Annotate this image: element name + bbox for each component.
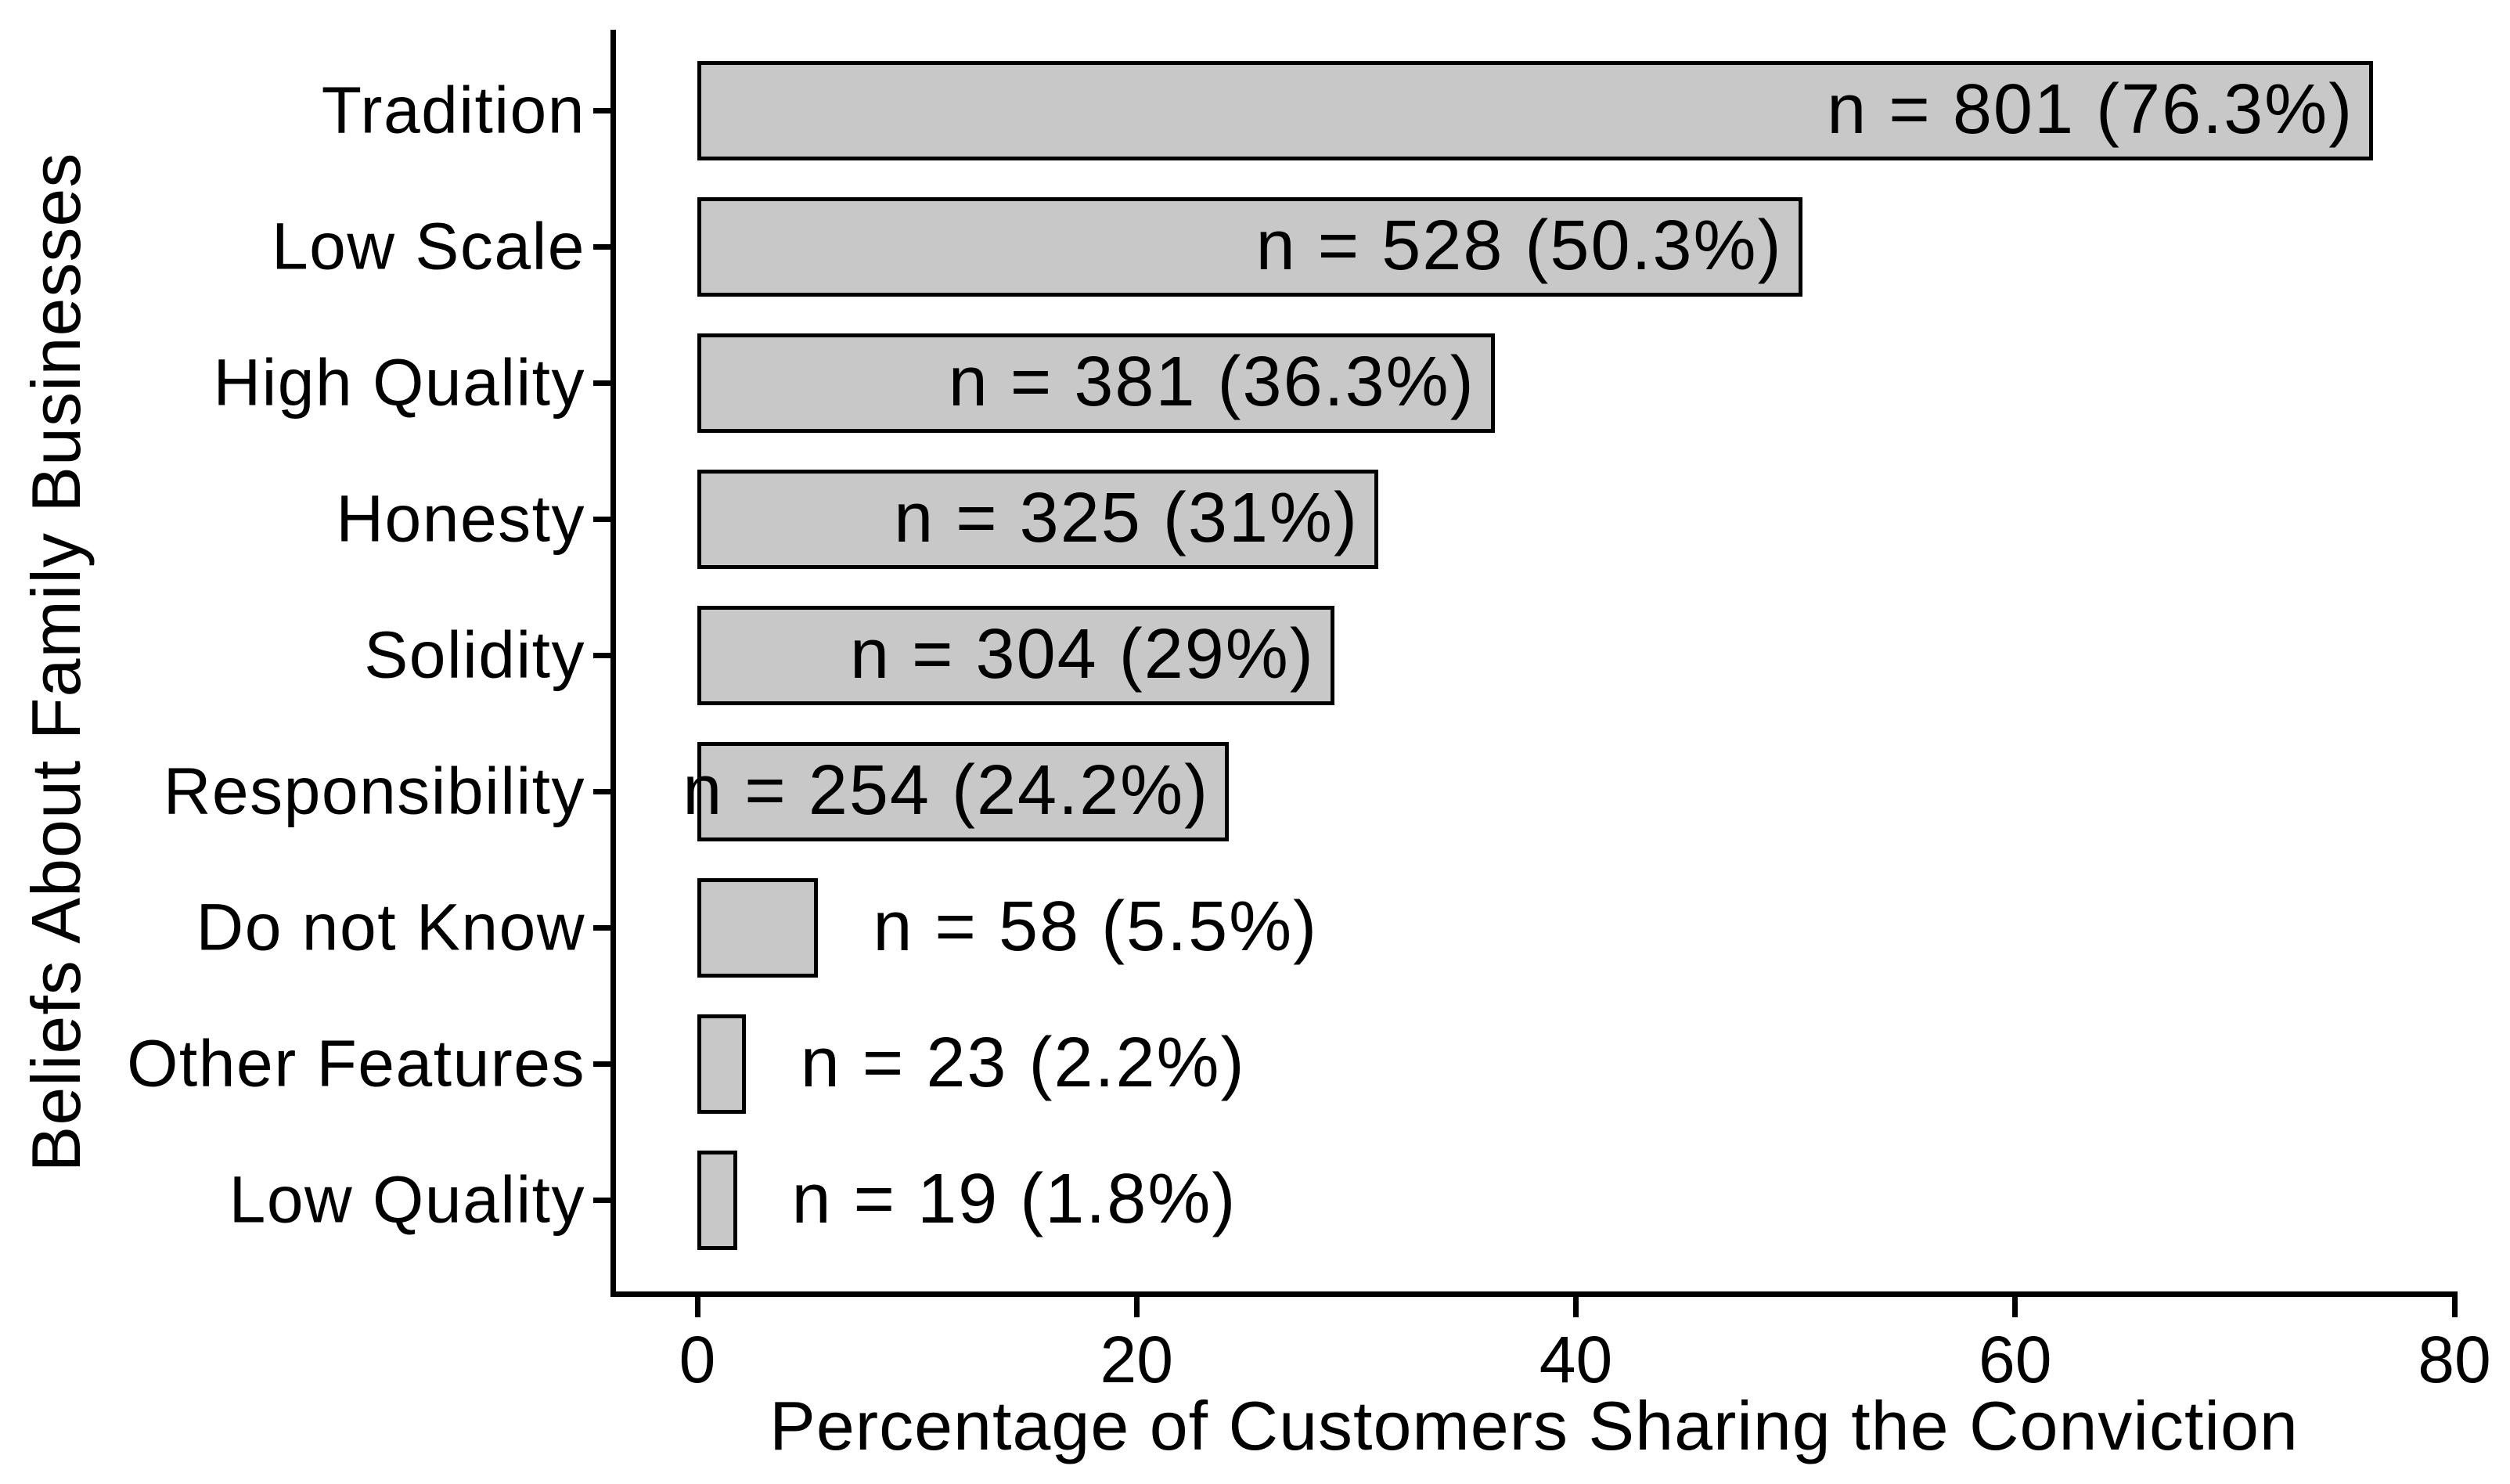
category-label: Solidity xyxy=(364,617,585,691)
bar-value-label: n = 23 (2.2%) xyxy=(800,1023,1246,1102)
bar xyxy=(697,606,1334,705)
bar-value-label: n = 528 (50.3%) xyxy=(1255,206,1783,285)
bar xyxy=(697,1014,746,1114)
bar-value-label: n = 19 (1.8%) xyxy=(791,1159,1237,1238)
y-tick-mark xyxy=(593,789,614,794)
y-tick-mark xyxy=(593,380,614,386)
bar-value-label: n = 254 (24.2%) xyxy=(682,751,1210,830)
x-tick-label: 20 xyxy=(1100,1323,1173,1396)
x-tick-mark xyxy=(1573,1297,1579,1317)
x-tick-mark xyxy=(2012,1297,2018,1317)
bar xyxy=(697,878,819,978)
bar-value-label: n = 58 (5.5%) xyxy=(873,887,1319,966)
x-tick-label: 80 xyxy=(2418,1323,2491,1396)
y-tick-mark xyxy=(593,244,614,250)
category-label: Other Features xyxy=(127,1025,585,1100)
category-label: Tradition xyxy=(321,72,585,146)
bar-value-label: n = 325 (31%) xyxy=(894,478,1359,557)
x-tick-label: 0 xyxy=(679,1323,716,1396)
y-axis-title: Beliefs About Family Businesses xyxy=(17,152,95,1172)
y-tick-mark xyxy=(593,517,614,522)
y-tick-mark xyxy=(593,1198,614,1203)
bar xyxy=(697,197,1802,297)
y-tick-mark xyxy=(593,653,614,658)
category-label: Low Scale xyxy=(271,208,585,283)
bar xyxy=(697,61,2374,160)
x-tick-mark xyxy=(2451,1297,2458,1317)
bar xyxy=(697,333,1495,433)
y-axis-line xyxy=(610,30,616,1297)
bar xyxy=(697,742,1230,841)
x-tick-label: 60 xyxy=(1979,1323,2052,1396)
x-tick-mark xyxy=(1133,1297,1140,1317)
x-axis-line xyxy=(610,1291,2458,1297)
category-label: High Quality xyxy=(213,344,585,419)
y-tick-mark xyxy=(593,925,614,931)
category-label: Honesty xyxy=(336,481,585,555)
bar-value-label: n = 381 (36.3%) xyxy=(948,342,1475,421)
bar xyxy=(697,1151,737,1250)
category-label: Responsibility xyxy=(163,753,585,827)
category-label: Do not Know xyxy=(196,889,585,964)
y-tick-mark xyxy=(593,1061,614,1067)
category-label: Low Quality xyxy=(229,1162,585,1236)
y-tick-mark xyxy=(593,108,614,113)
bar-value-label: n = 801 (76.3%) xyxy=(1827,70,2354,149)
x-axis-title: Percentage of Customers Sharing the Conv… xyxy=(769,1387,2299,1464)
x-tick-mark xyxy=(694,1297,700,1317)
bar xyxy=(697,470,1378,569)
x-tick-label: 40 xyxy=(1539,1323,1613,1396)
bar-value-label: n = 304 (29%) xyxy=(849,614,1315,693)
